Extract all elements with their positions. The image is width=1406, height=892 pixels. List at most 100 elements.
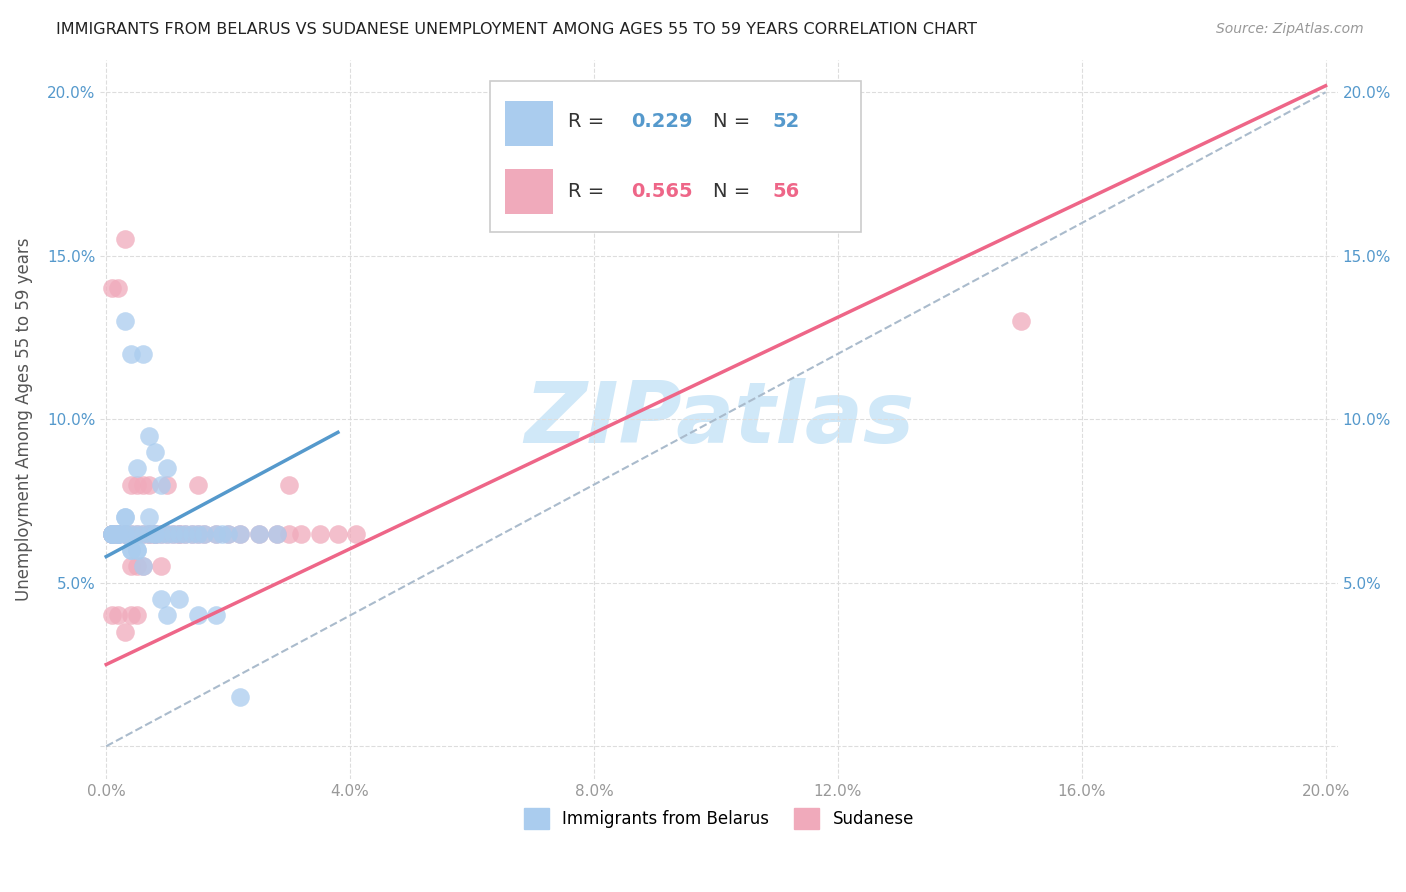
Point — [217, 526, 239, 541]
Point — [114, 526, 136, 541]
Point — [132, 526, 155, 541]
Point — [266, 526, 288, 541]
Point — [101, 526, 124, 541]
Point — [132, 526, 155, 541]
Point — [308, 526, 330, 541]
Point — [114, 314, 136, 328]
Point — [114, 510, 136, 524]
Point — [107, 526, 129, 541]
Point — [150, 526, 173, 541]
Point — [143, 526, 166, 541]
Point — [326, 526, 349, 541]
Point — [266, 526, 288, 541]
Point — [138, 526, 160, 541]
Point — [101, 526, 124, 541]
Point — [187, 608, 209, 623]
Y-axis label: Unemployment Among Ages 55 to 59 years: Unemployment Among Ages 55 to 59 years — [15, 237, 32, 601]
Point — [169, 526, 191, 541]
Point — [169, 592, 191, 607]
Point — [156, 461, 179, 475]
Point — [125, 543, 148, 558]
Point — [120, 543, 142, 558]
Point — [101, 526, 124, 541]
Point — [229, 690, 252, 705]
Legend: Immigrants from Belarus, Sudanese: Immigrants from Belarus, Sudanese — [517, 802, 921, 835]
Point — [162, 526, 184, 541]
Point — [101, 281, 124, 295]
Point — [138, 526, 160, 541]
Point — [290, 526, 312, 541]
Point — [114, 624, 136, 639]
Point — [150, 592, 173, 607]
Point — [278, 526, 301, 541]
Point — [101, 526, 124, 541]
Point — [107, 526, 129, 541]
Point — [180, 526, 202, 541]
Point — [205, 526, 228, 541]
Point — [120, 559, 142, 574]
Point — [187, 477, 209, 491]
Point — [211, 526, 233, 541]
Point — [180, 526, 202, 541]
Point — [344, 526, 367, 541]
Point — [169, 526, 191, 541]
Point — [143, 526, 166, 541]
Point — [174, 526, 197, 541]
Point — [132, 347, 155, 361]
Point — [101, 526, 124, 541]
Point — [107, 526, 129, 541]
Point — [193, 526, 215, 541]
Point — [138, 477, 160, 491]
Point — [247, 526, 270, 541]
Point — [143, 526, 166, 541]
Point — [120, 477, 142, 491]
Point — [132, 477, 155, 491]
Point — [278, 477, 301, 491]
Point — [125, 608, 148, 623]
Point — [107, 526, 129, 541]
Point — [156, 608, 179, 623]
Point — [150, 477, 173, 491]
Point — [120, 526, 142, 541]
Point — [120, 543, 142, 558]
Point — [120, 526, 142, 541]
Point — [107, 526, 129, 541]
Point — [125, 461, 148, 475]
Point — [229, 526, 252, 541]
Point — [114, 510, 136, 524]
Point — [187, 526, 209, 541]
Text: IMMIGRANTS FROM BELARUS VS SUDANESE UNEMPLOYMENT AMONG AGES 55 TO 59 YEARS CORRE: IMMIGRANTS FROM BELARUS VS SUDANESE UNEM… — [56, 22, 977, 37]
Point — [125, 559, 148, 574]
Point — [107, 526, 129, 541]
Point — [101, 526, 124, 541]
Point — [150, 526, 173, 541]
Point — [174, 526, 197, 541]
Text: Source: ZipAtlas.com: Source: ZipAtlas.com — [1216, 22, 1364, 37]
Point — [1010, 314, 1032, 328]
Point — [114, 526, 136, 541]
Point — [169, 526, 191, 541]
Point — [187, 526, 209, 541]
Text: ZIPatlas: ZIPatlas — [524, 377, 914, 461]
Point — [114, 526, 136, 541]
Point — [125, 526, 148, 541]
Point — [143, 445, 166, 459]
Point — [107, 281, 129, 295]
Point — [205, 526, 228, 541]
Point — [125, 543, 148, 558]
Point — [132, 559, 155, 574]
Point — [107, 526, 129, 541]
Point — [114, 526, 136, 541]
Point — [120, 347, 142, 361]
Point — [101, 526, 124, 541]
Point — [156, 477, 179, 491]
Point — [101, 608, 124, 623]
Point — [138, 510, 160, 524]
Point — [229, 526, 252, 541]
Point — [156, 526, 179, 541]
Point — [156, 526, 179, 541]
Point — [150, 559, 173, 574]
Point — [162, 526, 184, 541]
Point — [247, 526, 270, 541]
Point — [205, 608, 228, 623]
